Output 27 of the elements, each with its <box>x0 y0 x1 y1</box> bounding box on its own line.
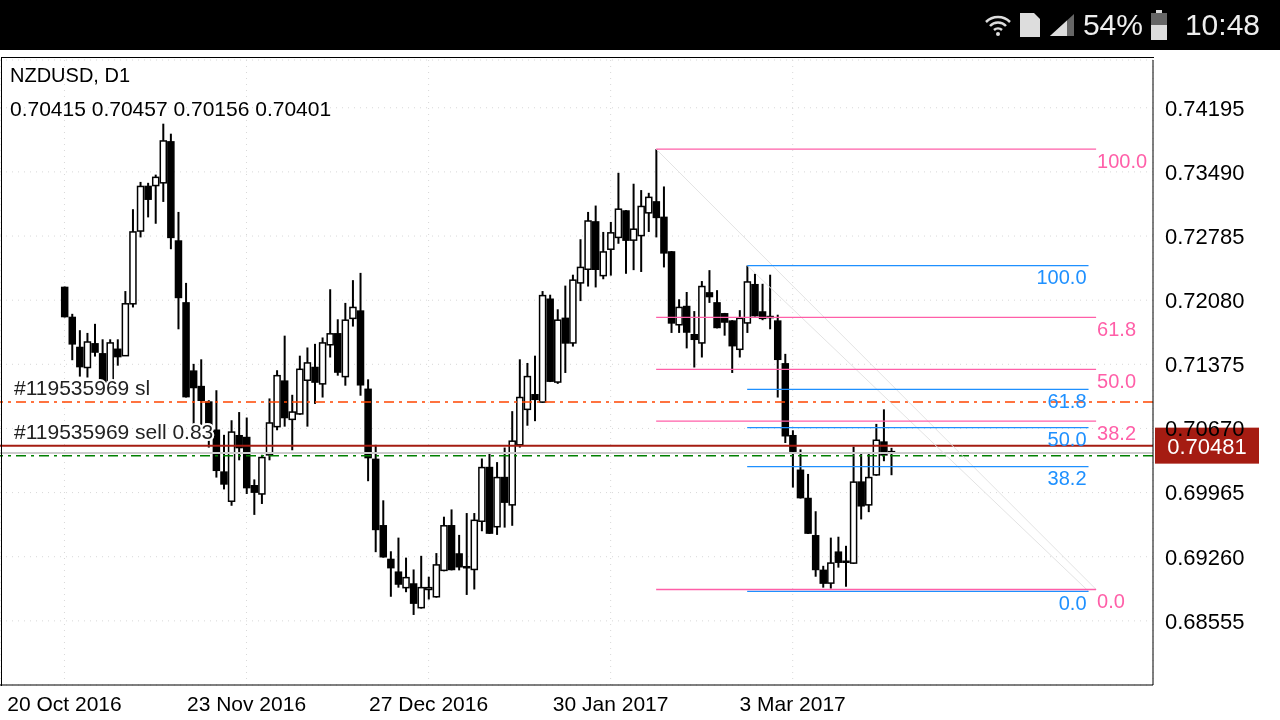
series-label: 100.0 <box>1097 149 1148 172</box>
x-tick-label: 27 Dec 2016 <box>369 692 489 715</box>
y-tick-label: 0.69260 <box>1165 544 1245 570</box>
ref-line-label: #119535969 sl <box>14 376 151 400</box>
status-bar: 54% 10:48 <box>0 0 1280 50</box>
series-label: 100.0 <box>1036 266 1087 289</box>
text: 0.70415 0.70457 0.70156 0.70401 <box>10 97 332 121</box>
y-tick-label: 0.68555 <box>1165 608 1245 634</box>
x-tick-label: 20 Oct 2016 <box>7 692 122 715</box>
series-label: 50.0 <box>1097 369 1137 392</box>
x-tick-label: 23 Nov 2016 <box>186 692 307 715</box>
series-label: 38.2 <box>1047 467 1087 490</box>
series-label: 61.8 <box>1097 317 1137 340</box>
chart-title: NZDUSD, D1 <box>10 64 131 87</box>
y-tick-label: 0.71375 <box>1165 352 1245 378</box>
series-label: 50.0 <box>1047 427 1087 450</box>
series-label: 0.0 <box>1058 591 1087 614</box>
series-label: 38.2 <box>1097 421 1137 444</box>
y-tick-label: 0.72785 <box>1165 223 1245 249</box>
y-tick-label: 0.73490 <box>1165 159 1245 185</box>
y-tick-label: 0.72080 <box>1165 287 1245 313</box>
candlestick <box>387 550 395 598</box>
x-tick-label: 3 Mar 2017 <box>739 692 846 715</box>
series-label: 0.0 <box>1097 589 1125 612</box>
y-tick-label: 0.69965 <box>1165 480 1245 506</box>
y-tick-label: 0.74195 <box>1165 95 1245 121</box>
x-tick-label: 30 Jan 2017 <box>552 692 669 715</box>
